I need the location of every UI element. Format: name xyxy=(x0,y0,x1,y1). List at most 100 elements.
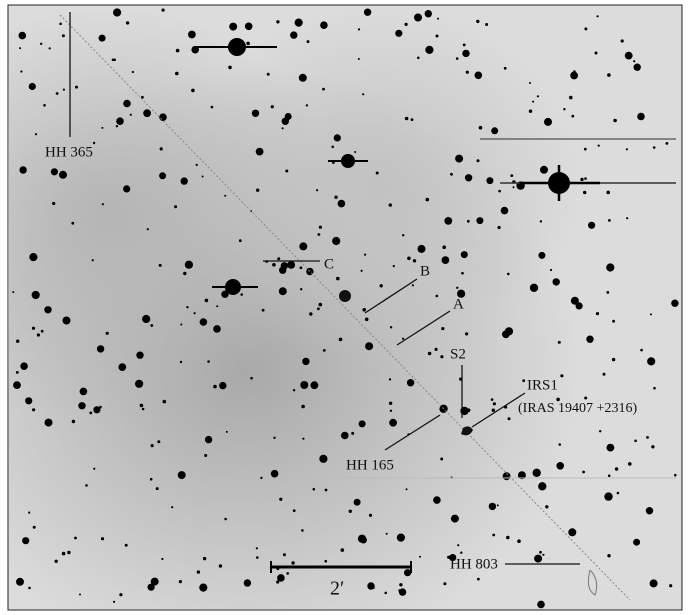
star xyxy=(479,126,483,130)
star xyxy=(293,389,295,391)
star xyxy=(417,57,420,60)
star xyxy=(33,526,36,529)
star xyxy=(571,115,574,118)
star xyxy=(93,406,100,413)
label-iras: (IRAS 19407 +2316) xyxy=(518,401,637,416)
star xyxy=(302,358,309,365)
star xyxy=(560,374,563,377)
star xyxy=(194,312,196,314)
star xyxy=(456,57,459,60)
star xyxy=(276,580,279,583)
star xyxy=(245,23,253,31)
star xyxy=(615,467,618,470)
star xyxy=(553,278,560,285)
star xyxy=(405,23,408,26)
star xyxy=(530,284,538,292)
star xyxy=(59,23,62,26)
star xyxy=(612,320,615,323)
star xyxy=(443,582,446,585)
star xyxy=(545,505,548,508)
star xyxy=(463,44,466,47)
star xyxy=(491,398,494,401)
star xyxy=(151,444,154,447)
star xyxy=(517,539,521,543)
star xyxy=(287,261,295,269)
star xyxy=(213,325,221,333)
star xyxy=(358,58,360,60)
star xyxy=(497,504,499,506)
star xyxy=(300,266,303,269)
star xyxy=(271,105,274,108)
star xyxy=(532,101,534,103)
star xyxy=(229,23,237,31)
star xyxy=(498,190,501,193)
star xyxy=(71,222,74,225)
star xyxy=(16,578,24,586)
label-irs1: IRS1 xyxy=(527,377,558,393)
star xyxy=(563,108,565,110)
star xyxy=(584,148,587,151)
star xyxy=(19,166,26,173)
star xyxy=(367,582,374,589)
star xyxy=(204,454,207,457)
star xyxy=(442,256,450,264)
star xyxy=(113,8,121,16)
star xyxy=(485,23,488,26)
star xyxy=(486,177,493,184)
label-hh165: HH 165 xyxy=(346,457,394,473)
star xyxy=(150,324,153,327)
star xyxy=(286,572,289,575)
star xyxy=(437,18,439,20)
star xyxy=(466,71,469,74)
star xyxy=(159,264,162,267)
star xyxy=(180,324,182,326)
star xyxy=(647,357,655,365)
star xyxy=(393,265,395,267)
star xyxy=(79,594,81,596)
label-a: A xyxy=(453,296,464,312)
star xyxy=(19,47,21,49)
star xyxy=(179,580,182,583)
star xyxy=(596,312,599,315)
star xyxy=(331,146,334,149)
star xyxy=(540,220,542,222)
star xyxy=(41,330,44,333)
star xyxy=(505,327,513,335)
star xyxy=(556,462,564,470)
star xyxy=(440,355,443,358)
star xyxy=(75,86,78,89)
star xyxy=(59,171,67,179)
star xyxy=(425,46,433,54)
star xyxy=(621,39,624,42)
star xyxy=(574,73,577,76)
star xyxy=(617,492,620,495)
star xyxy=(407,379,414,386)
star xyxy=(341,432,349,440)
star xyxy=(506,536,510,540)
star xyxy=(202,176,204,178)
star xyxy=(162,9,165,12)
star xyxy=(25,397,32,404)
star xyxy=(395,30,402,37)
star xyxy=(161,558,163,560)
star xyxy=(199,584,207,592)
star xyxy=(465,174,472,181)
star xyxy=(540,166,548,174)
star xyxy=(455,155,463,163)
star xyxy=(93,468,95,470)
star xyxy=(299,74,307,82)
star xyxy=(597,15,599,17)
star xyxy=(608,219,611,222)
star xyxy=(492,534,495,537)
star xyxy=(123,185,130,192)
star xyxy=(336,277,340,281)
star xyxy=(147,228,149,230)
star xyxy=(318,233,321,236)
star xyxy=(311,381,319,389)
star xyxy=(205,299,209,303)
star xyxy=(246,42,250,46)
star xyxy=(341,548,345,552)
star xyxy=(319,455,327,463)
star xyxy=(606,263,614,271)
star xyxy=(389,419,397,427)
